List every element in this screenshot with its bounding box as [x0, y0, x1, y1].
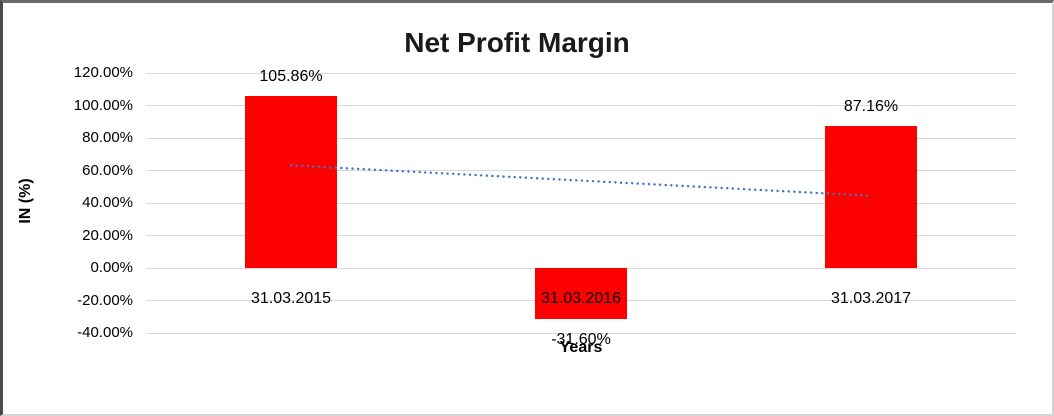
x-category-label: 31.03.2015: [250, 290, 332, 307]
gridline: [146, 72, 1016, 74]
data-label: 87.16%: [843, 98, 899, 116]
chart-title: Net Profit Margin: [404, 27, 630, 58]
x-axis-title: Years: [559, 339, 603, 356]
bar-31.03.2015: [245, 95, 337, 268]
gridline: [146, 137, 1016, 139]
y-tick-label: 20.00%: [82, 226, 133, 244]
data-label: 105.86%: [259, 67, 323, 85]
x-category-label: 31.03.2017: [830, 290, 912, 307]
data-label: -31.60%: [551, 331, 611, 349]
y-tick-label: 80.00%: [82, 129, 133, 146]
gridline: [146, 235, 1016, 236]
gridline: [146, 202, 1016, 204]
bar-31.03.2017: [825, 126, 917, 268]
y-tick-label: 120.00%: [73, 64, 133, 81]
y-tick-label: 100.00%: [73, 96, 133, 114]
bar-31.03.2016: [535, 268, 627, 320]
y-tick-label: 40.00%: [82, 194, 133, 211]
y-tick-label: -20.00%: [77, 291, 133, 309]
y-tick-label: 0.00%: [90, 259, 133, 276]
gridline: [146, 332, 1016, 334]
x-category-label: 31.03.2016: [540, 290, 622, 307]
y-tick-label: -40.00%: [77, 324, 133, 341]
y-tick-label: 60.00%: [82, 161, 133, 179]
gridline: [146, 105, 1016, 106]
